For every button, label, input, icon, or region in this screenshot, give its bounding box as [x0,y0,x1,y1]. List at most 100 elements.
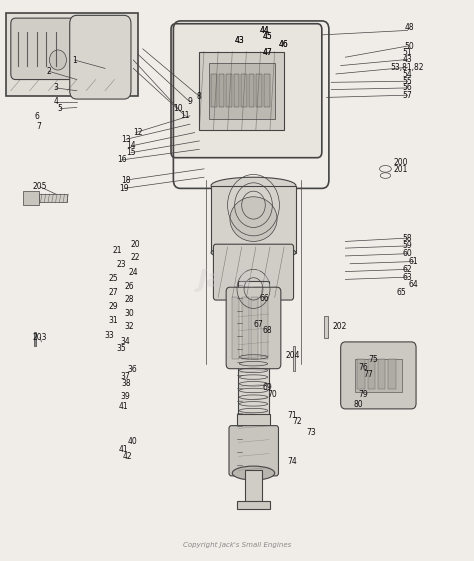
Text: 41: 41 [118,402,128,411]
Text: 59: 59 [403,241,412,250]
Text: 18: 18 [121,176,131,185]
Ellipse shape [230,197,277,241]
Text: 23: 23 [117,260,127,269]
Text: 77: 77 [363,370,373,379]
Text: 46: 46 [278,40,288,49]
Text: 25: 25 [109,274,118,283]
Text: 37: 37 [120,372,130,381]
Text: 40: 40 [128,437,137,446]
Text: 42: 42 [123,452,133,461]
Bar [388,358,396,389]
Text: 3: 3 [53,84,58,93]
Text: 58: 58 [403,233,412,242]
Text: 15: 15 [126,148,136,157]
Text: 69: 69 [263,383,273,392]
Bar [237,415,270,437]
FancyBboxPatch shape [11,18,77,80]
Bar [23,191,39,205]
Bar [209,63,275,118]
Text: Copyright Jack's Small Engines: Copyright Jack's Small Engines [183,542,291,549]
Bar [264,74,270,108]
Text: Jack's: Jack's [197,269,277,292]
Text: 45: 45 [263,32,273,41]
Text: 63: 63 [403,273,412,282]
Text: 46: 46 [278,40,288,49]
Bar [246,470,262,507]
Bar [242,297,249,358]
Bar [292,346,295,371]
Text: 29: 29 [109,302,118,311]
Text: 64: 64 [409,280,419,289]
Bar [211,186,296,252]
Text: 34: 34 [120,337,130,346]
Bar [226,74,232,108]
Bar [367,358,375,389]
Text: 32: 32 [125,323,134,332]
Text: 47: 47 [263,48,273,57]
Text: 28: 28 [125,295,134,304]
Text: 2: 2 [46,67,51,76]
Text: 16: 16 [117,155,127,164]
Text: 55: 55 [403,77,412,86]
Text: 44: 44 [259,26,269,35]
Text: 8: 8 [197,92,201,101]
Text: 5: 5 [58,104,63,113]
FancyBboxPatch shape [70,15,131,99]
Text: 48: 48 [404,22,414,31]
Text: 11: 11 [181,111,190,120]
Text: 56: 56 [403,84,412,93]
FancyBboxPatch shape [171,24,322,158]
Text: 35: 35 [117,344,127,353]
Text: 57: 57 [403,91,412,100]
Ellipse shape [211,177,296,194]
Text: 4: 4 [53,98,58,107]
Text: 75: 75 [368,355,378,364]
Text: 50: 50 [404,42,414,50]
Bar [355,358,402,392]
Text: 44: 44 [259,26,269,35]
Text: 202: 202 [333,322,347,331]
Text: 205: 205 [33,182,47,191]
Text: 72: 72 [292,417,302,426]
Bar [35,333,36,346]
Text: 21: 21 [112,246,122,255]
Text: 27: 27 [109,288,118,297]
Bar [251,297,258,358]
Bar [324,316,328,338]
Text: 201: 201 [394,165,408,174]
Text: 204: 204 [285,351,300,360]
Text: 9: 9 [187,98,192,107]
Text: 10: 10 [173,104,183,113]
Text: 66: 66 [259,294,269,303]
Ellipse shape [211,246,296,260]
FancyBboxPatch shape [229,426,278,476]
Text: 73: 73 [307,428,316,437]
Text: 54: 54 [403,70,412,79]
Text: 43: 43 [235,36,244,45]
Text: 67: 67 [253,320,263,329]
Text: 7: 7 [36,122,42,131]
Text: 45: 45 [263,32,273,41]
Text: 74: 74 [288,457,298,466]
Bar [249,74,255,108]
Text: 22: 22 [131,252,140,261]
Text: 76: 76 [358,362,368,371]
Text: 12: 12 [133,128,143,137]
Bar [357,358,365,389]
Text: 80: 80 [354,400,364,409]
Text: 36: 36 [128,365,137,374]
Text: 200: 200 [394,158,408,167]
Text: 39: 39 [120,392,130,401]
FancyBboxPatch shape [226,287,281,369]
Bar [261,297,268,358]
Text: 79: 79 [358,390,368,399]
Text: 38: 38 [121,379,131,388]
Bar [199,52,284,130]
Bar [234,74,239,108]
Text: 1: 1 [72,56,77,65]
Bar [378,358,385,389]
Circle shape [49,50,66,70]
Bar [232,297,239,358]
Text: 43: 43 [403,55,412,64]
Text: 68: 68 [263,327,273,335]
